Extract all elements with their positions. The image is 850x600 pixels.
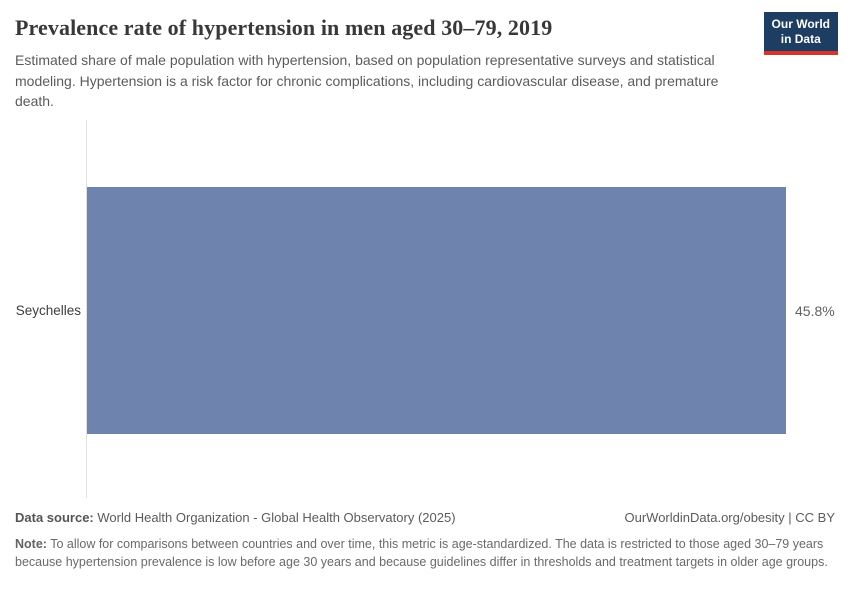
data-source-text: World Health Organization - Global Healt… bbox=[97, 510, 456, 525]
entity-label-seychelles: Seychelles bbox=[15, 303, 81, 318]
data-source-line: Data source: World Health Organization -… bbox=[15, 510, 456, 525]
chart-title: Prevalence rate of hypertension in men a… bbox=[15, 15, 553, 40]
footer-row: Data source: World Health Organization -… bbox=[15, 510, 835, 525]
owid-logo[interactable]: Our World in Data bbox=[763, 12, 838, 55]
note-text: To allow for comparisons between countri… bbox=[15, 537, 828, 569]
license-link[interactable]: OurWorldinData.org/obesity | CC BY bbox=[624, 510, 836, 525]
footer-note: Note: To allow for comparisons between c… bbox=[15, 536, 835, 572]
bar-chart: Seychelles 45.8% bbox=[0, 120, 850, 498]
plot-area bbox=[87, 187, 786, 434]
bar-row-seychelles: Seychelles 45.8% bbox=[0, 187, 835, 434]
bar-seychelles[interactable] bbox=[87, 187, 786, 434]
chart-footer: Data source: World Health Organization -… bbox=[15, 510, 835, 572]
owid-logo-line2: in Data bbox=[780, 32, 821, 46]
note-label: Note: bbox=[15, 537, 47, 551]
value-label-seychelles: 45.8% bbox=[795, 302, 835, 319]
owid-logo-line1: Our World bbox=[771, 17, 830, 31]
chart-subtitle: Estimated share of male population with … bbox=[15, 52, 719, 109]
y-axis-line bbox=[86, 120, 87, 498]
data-source-label: Data source: bbox=[15, 510, 94, 525]
chart-header: Prevalence rate of hypertension in men a… bbox=[15, 12, 838, 111]
